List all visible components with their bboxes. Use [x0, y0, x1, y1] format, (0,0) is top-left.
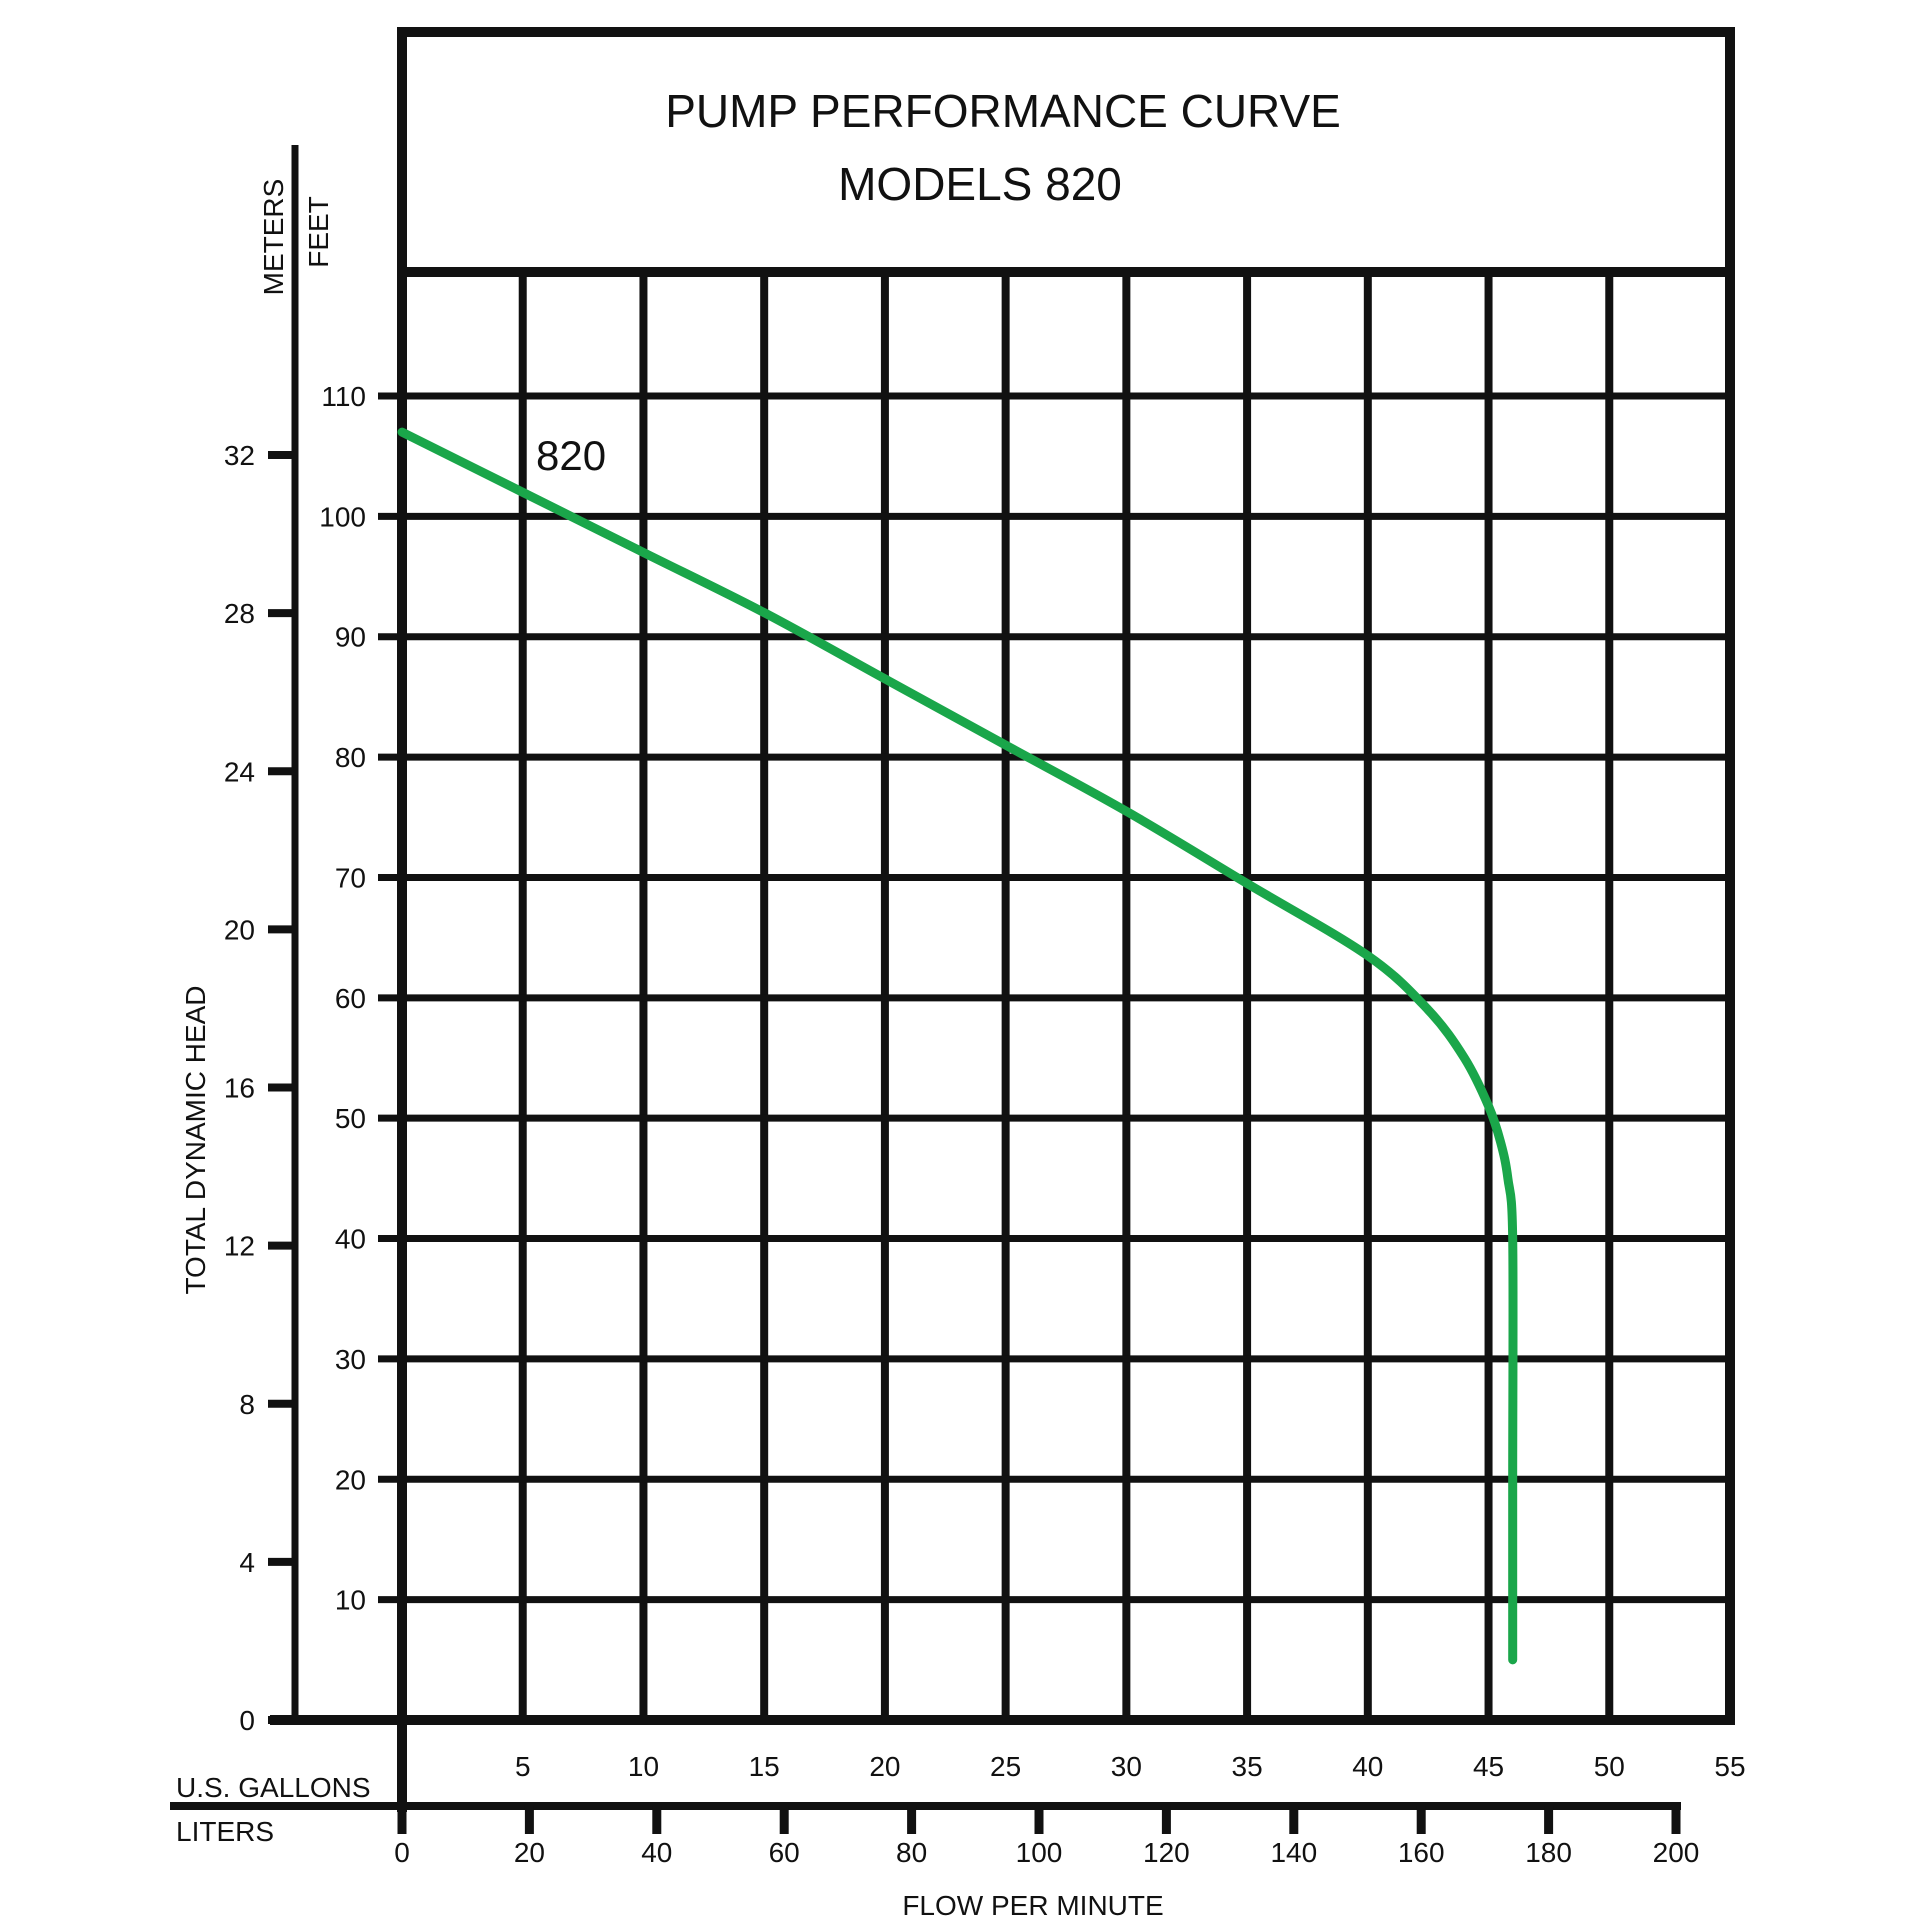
meters-tick-label-12: 12 [224, 1231, 255, 1262]
feet-tick-label-90: 90 [335, 622, 366, 653]
feet-tick-label-80: 80 [335, 742, 366, 773]
meters-tick-label-0: 0 [239, 1705, 255, 1736]
gallons-tick-label-45: 45 [1473, 1751, 1504, 1782]
frame-layer [270, 27, 1735, 1812]
liters-tick-label-160: 160 [1398, 1837, 1445, 1868]
gallons-tick-label-20: 20 [869, 1751, 900, 1782]
y-axis-title: TOTAL DYNAMIC HEAD [180, 985, 211, 1294]
meters-tick-label-32: 32 [224, 440, 255, 471]
x-axis-title: FLOW PER MINUTE [902, 1890, 1163, 1920]
feet-tick-label-110: 110 [321, 381, 366, 412]
meters-tick-label-28: 28 [224, 598, 255, 629]
liters-tick-label-40: 40 [641, 1837, 672, 1868]
feet-tick-label-40: 40 [335, 1224, 366, 1255]
gallons-tick-label-55: 55 [1714, 1751, 1745, 1782]
grid-layer [378, 272, 1730, 1720]
liters-tick-label-200: 200 [1653, 1837, 1700, 1868]
feet-tick-label-70: 70 [335, 862, 366, 893]
curve-layer [397, 427, 1518, 1665]
feet-tick-label-30: 30 [335, 1344, 366, 1375]
chart-title: PUMP PERFORMANCE CURVE [665, 85, 1341, 137]
axis-layer: 0481216202428321020304050607080901001105… [170, 145, 1746, 1868]
y-units-meters: METERS [258, 179, 289, 296]
gallons-tick-label-50: 50 [1594, 1751, 1625, 1782]
y-units-feet: FEET [303, 196, 334, 268]
liters-tick-label-0: 0 [394, 1837, 410, 1868]
liters-tick-label-120: 120 [1143, 1837, 1190, 1868]
series-label-820: 820 [536, 432, 606, 479]
gallons-tick-label-15: 15 [749, 1751, 780, 1782]
gallons-tick-label-35: 35 [1232, 1751, 1263, 1782]
gallons-tick-label-5: 5 [515, 1751, 531, 1782]
feet-tick-label-20: 20 [335, 1464, 366, 1495]
liters-tick-label-20: 20 [514, 1837, 545, 1868]
liters-tick-label-60: 60 [769, 1837, 800, 1868]
liters-tick-label-140: 140 [1270, 1837, 1317, 1868]
feet-tick-label-60: 60 [335, 983, 366, 1014]
gallons-tick-label-40: 40 [1352, 1751, 1383, 1782]
meters-tick-label-16: 16 [224, 1073, 255, 1104]
gallons-tick-label-25: 25 [990, 1751, 1021, 1782]
liters-tick-label-180: 180 [1525, 1837, 1572, 1868]
gallons-tick-label-10: 10 [628, 1751, 659, 1782]
x-units-liters: LITERS [176, 1816, 274, 1847]
feet-tick-label-100: 100 [319, 501, 366, 532]
series-line-820 [397, 427, 1518, 1665]
liters-tick-label-100: 100 [1016, 1837, 1063, 1868]
meters-tick-label-24: 24 [224, 756, 255, 787]
liters-tick-label-80: 80 [896, 1837, 927, 1868]
meters-tick-label-8: 8 [239, 1389, 255, 1420]
x-units-gallons: U.S. GALLONS [176, 1772, 371, 1803]
meters-tick-label-20: 20 [224, 914, 255, 945]
chart-subtitle: MODELS 820 [838, 158, 1122, 210]
feet-tick-label-50: 50 [335, 1103, 366, 1134]
gallons-tick-label-30: 30 [1111, 1751, 1142, 1782]
meters-tick-label-4: 4 [239, 1547, 255, 1578]
feet-tick-label-10: 10 [335, 1585, 366, 1616]
